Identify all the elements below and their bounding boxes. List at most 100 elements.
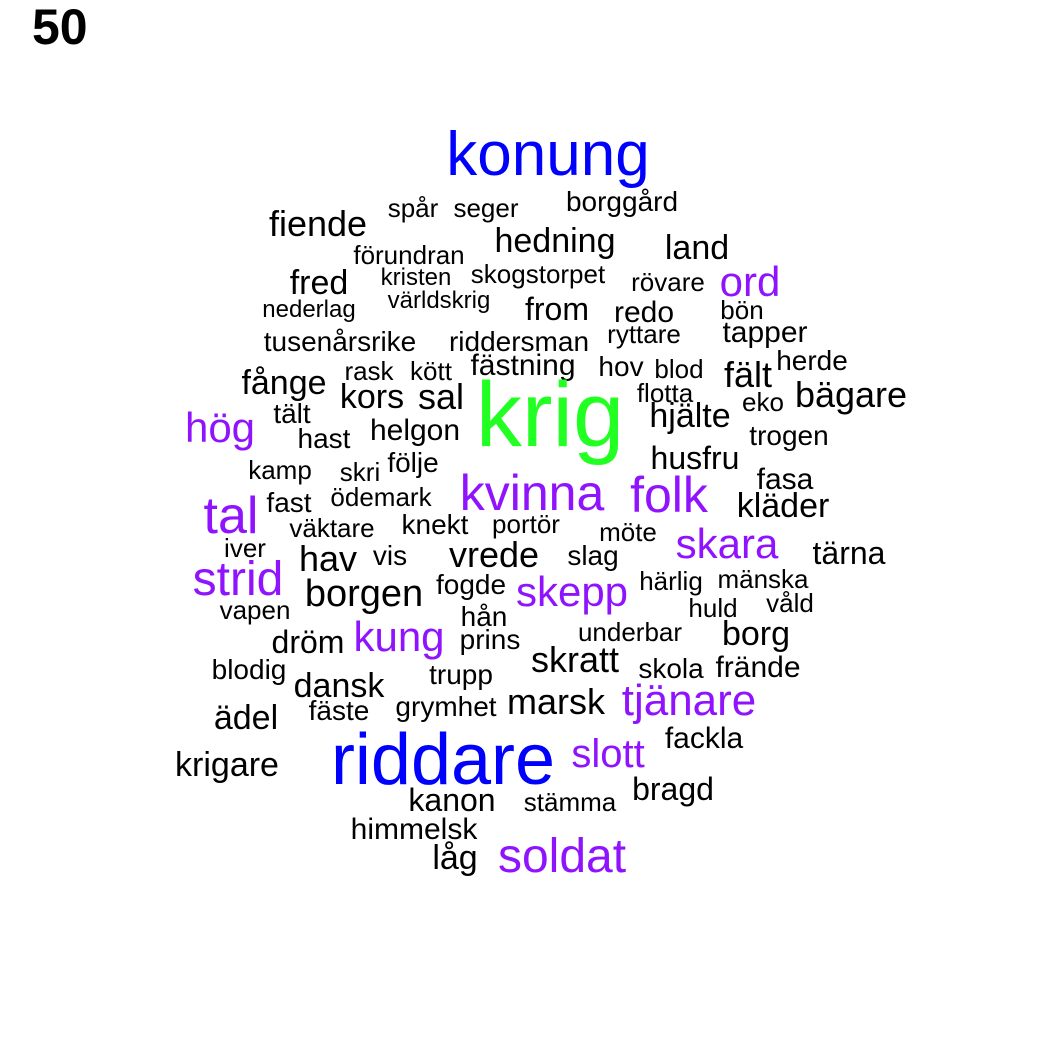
word-talt: tält (273, 398, 311, 429)
word-fogde: fogde (435, 569, 507, 600)
word-harlig: härlig (639, 566, 703, 596)
word-tjanare: tjänare (621, 676, 757, 725)
word-fastning: fästning (470, 349, 576, 382)
word-bragd: bragd (632, 771, 714, 807)
word-fackla: fackla (664, 722, 744, 755)
word-prins: prins (459, 624, 521, 655)
word-kung: kung (353, 613, 445, 660)
word-krigare: krigare (175, 746, 279, 784)
word-manska: mänska (717, 564, 809, 594)
page-number: 50 (32, 0, 88, 55)
word-ryttare: ryttare (607, 319, 681, 349)
word-eko: eko (742, 387, 784, 417)
word-han: hån (460, 601, 508, 632)
word-folje: följe (387, 447, 439, 478)
word-blod: blod (654, 354, 704, 384)
word-blodig: blodig (211, 654, 287, 685)
word-tusenarsrike: tusenårsrike (263, 326, 417, 357)
word-mote: möte (599, 517, 657, 547)
word-vald: våld (766, 588, 814, 618)
word-borggard: borggård (565, 186, 679, 217)
word-slott: slott (571, 732, 645, 776)
word-hov: hov (598, 351, 644, 382)
word-fred: fred (289, 264, 349, 302)
word-spar: spår (387, 193, 439, 223)
word-skratt: skratt (530, 639, 620, 680)
word-kott: kött (410, 356, 452, 386)
word-underbar: underbar (577, 617, 683, 647)
word-kamp: kamp (248, 455, 312, 485)
word-hast: hast (297, 423, 351, 454)
word-from: from (525, 291, 589, 327)
word-faste: fäste (308, 695, 370, 726)
word-frande: frände (715, 651, 801, 684)
word-kanon: kanon (408, 782, 496, 818)
word-skepp: skepp (515, 568, 629, 615)
word-ord: ord (719, 258, 781, 305)
word-herde: herde (776, 345, 848, 376)
word-strid: strid (192, 553, 284, 606)
word-hjalte: hjälte (649, 397, 731, 435)
word-knekt: knekt (401, 509, 469, 540)
word-vaktare: väktare (289, 513, 375, 543)
word-skri: skri (339, 457, 381, 487)
word-odemark: ödemark (330, 482, 432, 512)
word-portor: portör (492, 509, 560, 539)
word-trogen: trogen (749, 420, 829, 451)
word-fast: fast (266, 487, 312, 518)
word-soldat: soldat (497, 830, 627, 883)
word-lag: låg (432, 839, 478, 877)
word-nederlag: nederlag (262, 296, 356, 323)
word-rovare: rövare (631, 267, 705, 297)
word-huld: huld (688, 593, 738, 623)
word-hav: hav (298, 538, 358, 579)
word-himmelsk: himmelsk (350, 813, 478, 846)
word-konung: konung (446, 120, 650, 189)
word-kvinna: kvinna (459, 465, 605, 521)
word-trupp: trupp (429, 659, 493, 690)
word-marsk: marsk (507, 681, 605, 722)
word-skara: skara (675, 520, 779, 567)
word-borgen: borgen (304, 573, 424, 615)
word-falt: fält (723, 354, 773, 395)
word-varldskrig: världskrig (387, 287, 491, 314)
word-klader: kläder (736, 487, 830, 525)
word-grymhet: grymhet (395, 691, 497, 722)
word-redo: redo (613, 296, 675, 329)
word-stamma: stämma (523, 787, 617, 817)
word-tal: tal (203, 487, 259, 545)
word-fasa: fasa (756, 463, 814, 496)
word-vrede: vrede (448, 534, 540, 575)
word-bon: bön (720, 295, 764, 325)
word-bagare: bägare (794, 374, 908, 415)
word-kristen: kristen (380, 264, 452, 291)
word-hog: hög (184, 404, 256, 451)
word-vis: vis (372, 540, 408, 571)
word-sal: sal (417, 376, 465, 417)
word-land: land (664, 229, 730, 267)
word-iver: iver (224, 533, 266, 563)
word-vapen: vapen (219, 595, 291, 625)
word-fiende: fiende (268, 203, 368, 244)
word-skola: skola (638, 653, 704, 684)
word-seger: seger (453, 193, 519, 223)
word-husfru: husfru (650, 440, 740, 476)
word-dansk: dansk (293, 667, 385, 705)
word-drom: dröm (271, 624, 345, 660)
word-riddersman: riddersman (448, 326, 590, 357)
word-adel: ädel (213, 699, 279, 737)
word-skogstorpet: skogstorpet (470, 259, 606, 289)
word-folk: folk (630, 467, 708, 523)
word-hedning: hedning (494, 222, 616, 260)
word-riddare: riddare (330, 720, 556, 800)
word-krig: krig (475, 364, 625, 466)
word-tapper: tapper (722, 316, 808, 349)
word-forundran: förundran (353, 240, 465, 270)
word-rask: rask (344, 356, 394, 386)
word-tarna: tärna (812, 535, 886, 571)
word-kors: kors (339, 378, 405, 416)
word-borg: borg (721, 615, 791, 653)
word-slag: slag (567, 540, 619, 571)
word-helgon: helgon (369, 414, 461, 447)
